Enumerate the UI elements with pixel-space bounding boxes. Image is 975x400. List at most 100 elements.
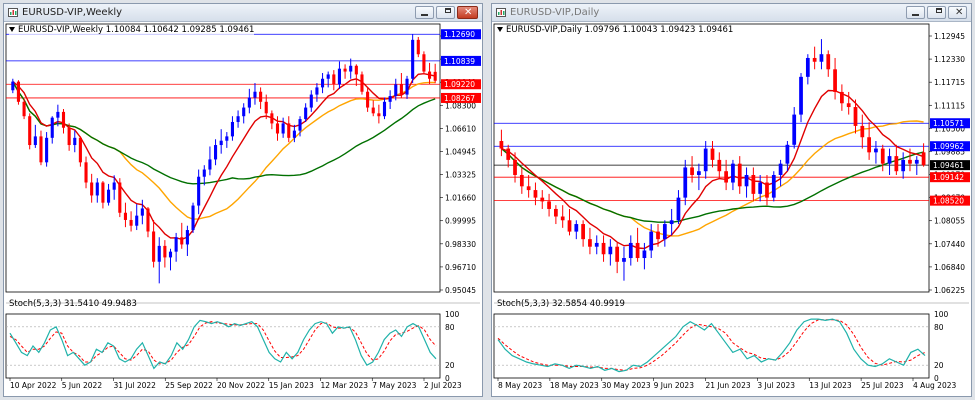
chart-info-label: EURUSD-VIP,Daily 1.09796 1.10043 1.09423… [497,25,734,35]
candle-body [833,69,837,92]
price-tick-label: 1.01660 [445,194,476,203]
candle-body [264,101,268,114]
candle-body [683,167,688,198]
stoch-tick-label: 20 [934,361,944,370]
candle-body [601,242,606,255]
candle-body [560,216,565,221]
candle-body [95,182,99,196]
candle-body [377,113,381,117]
candle-body [594,242,599,247]
candle-body [332,74,336,85]
price-tick-label: 1.10500 [934,124,965,133]
ma-slow-line [500,148,924,223]
window-titlebar[interactable]: EURUSD-VIP,Daily ✕ [492,4,971,22]
chart-area[interactable]: 1.12945 1.12330 1.11715 1.11115 1.10500 1.098… [492,22,971,396]
close-button[interactable]: ✕ [457,6,478,19]
candle-body [853,107,858,126]
restore-button[interactable] [927,6,946,19]
date-tick-label: 21 Jun 2023 [706,381,751,390]
candle-body [622,258,626,262]
candle-body [744,174,749,187]
candle-body [710,148,715,160]
window-titlebar[interactable]: EURUSD-VIP,Weekly ✕ [4,4,482,22]
candle-body [236,116,240,122]
candle-body [874,148,878,153]
level-tag-label: 1.10839 [444,57,475,66]
dropdown-triangle-icon [9,27,15,32]
level-tag [441,79,481,90]
candle-body [225,136,229,141]
daily-chart-window[interactable]: EURUSD-VIP,Daily ✕ 1.12945 1.12330 1.11715… [491,3,972,397]
candle-body [11,81,15,91]
candle-body [405,78,409,95]
stoch-tick-label: 0 [445,374,450,383]
candle-body [360,74,364,92]
candle-body [506,148,511,160]
candle-body [499,141,504,149]
price-tick-label: 1.03325 [445,171,476,180]
candle-body [208,159,212,170]
candle-body [242,107,246,117]
candle-body [703,148,708,172]
ma-slow-line [12,81,436,185]
candle-body [690,167,694,175]
window-title: EURUSD-VIP,Daily [510,7,600,18]
stoch-indicator-label: Stoch(5,3,3) 31.5410 49.9483 [9,299,137,309]
candle-body [717,159,722,172]
candle-body [101,182,105,203]
stoch-tick-label: 80 [445,323,455,332]
candle-body [819,54,824,62]
symbol-timeframe: EURUSD-VIP,Weekly [18,25,104,35]
candle-body [731,163,735,183]
candle-body [191,205,195,231]
weekly-chart-window[interactable]: EURUSD-VIP,Weekly ✕ 1.132251.116051.0994… [3,3,483,397]
daily-chart-canvas[interactable]: 1.12945 1.12330 1.11715 1.11115 1.10500 1.098… [492,22,971,396]
weekly-chart-canvas[interactable]: 1.132251.116051.099401.083001.066101.049… [4,22,482,396]
candle-body [656,231,660,240]
date-tick-label: 12 Mar 2023 [321,381,369,390]
candle-body [84,162,88,183]
level-tag [441,29,481,40]
minimize-button[interactable] [906,6,925,19]
candle-body [662,224,667,240]
candle-body [860,125,865,138]
candle-body [146,208,150,232]
candle-body [642,250,647,259]
candle-body [519,174,524,187]
ma-fast-line [12,72,436,241]
close-button[interactable]: ✕ [948,6,967,19]
candle-body [259,91,263,102]
date-tick-label: 7 May 2023 [372,381,416,390]
candle-body [16,81,20,102]
price-tick-label: 0.99995 [445,217,476,226]
date-tick-label: 4 Aug 2023 [913,381,956,390]
candle-body [635,242,640,259]
candle-body [219,140,223,146]
candle-body [724,171,728,183]
candle-body [90,182,94,196]
candle-body [867,137,871,153]
price-tick-label: 0.96710 [445,263,476,272]
date-tick-label: 18 May 2023 [550,381,599,390]
candle-body [697,171,701,175]
restore-button[interactable] [436,6,455,19]
candle-body [118,182,122,213]
restore-icon [445,8,451,13]
candle-body [921,152,926,166]
chart-area[interactable]: 1.132251.116051.099401.083001.066101.049… [4,22,482,396]
level-tag-label: 1.12690 [444,30,475,39]
candle-body [628,242,633,259]
minimize-button[interactable] [415,6,434,19]
stoch-main-line [9,319,437,370]
candle-body [751,174,756,194]
minimize-icon [912,14,919,16]
candle-body [799,76,803,115]
candle-body [765,182,769,198]
date-tick-label: 10 Apr 2022 [10,381,57,390]
candle-body [287,123,291,138]
candle-body [771,174,776,198]
candle-body [554,208,558,217]
candle-body [157,245,161,262]
stoch-tick-label: 100 [934,310,949,319]
candle-body [50,117,54,138]
